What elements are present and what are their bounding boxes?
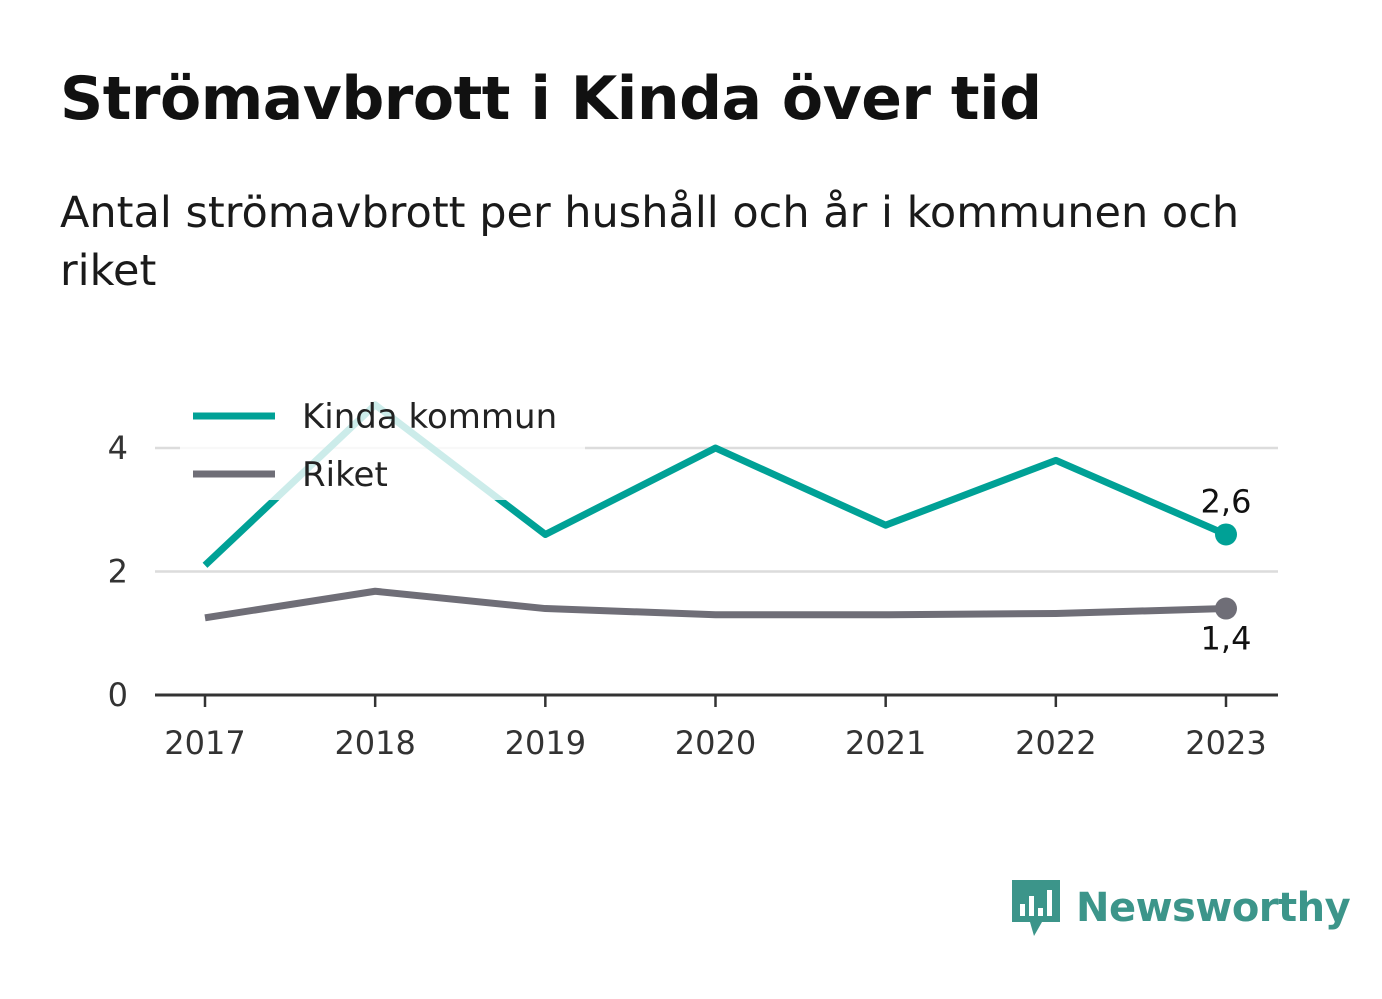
- series-line-riket: [204, 587, 1227, 622]
- chart-title: Strömavbrott i Kinda över tid: [60, 64, 1042, 134]
- x-tick-label: 2020: [675, 724, 756, 762]
- x-tick-label: 2023: [1185, 724, 1266, 762]
- x-tick-label: 2019: [505, 724, 586, 762]
- legend-label: Riket: [302, 455, 388, 495]
- x-tick-label: 2018: [334, 724, 415, 762]
- newsworthy-logo-icon: [1012, 880, 1060, 936]
- y-tick-label: 0: [108, 676, 128, 714]
- x-tick-label: 2022: [1015, 724, 1096, 762]
- end-point-marker: [1215, 523, 1237, 546]
- x-tick-label: 2021: [845, 724, 926, 762]
- end-value-label: 2,6: [1201, 482, 1252, 520]
- end-point-marker: [1215, 597, 1237, 620]
- legend-label: Kinda kommun: [302, 397, 557, 437]
- brand-name: Newsworthy: [1076, 885, 1351, 931]
- newsworthy-brand: Newsworthy: [1010, 878, 1351, 938]
- y-tick-label: 2: [108, 553, 128, 591]
- x-tick-label: 2017: [164, 724, 245, 762]
- legend-background: [180, 388, 585, 500]
- y-tick-label: 4: [108, 429, 128, 467]
- end-value-label: 1,4: [1201, 620, 1252, 658]
- chart-subtitle: Antal strömavbrott per hushåll och år i …: [60, 188, 1240, 296]
